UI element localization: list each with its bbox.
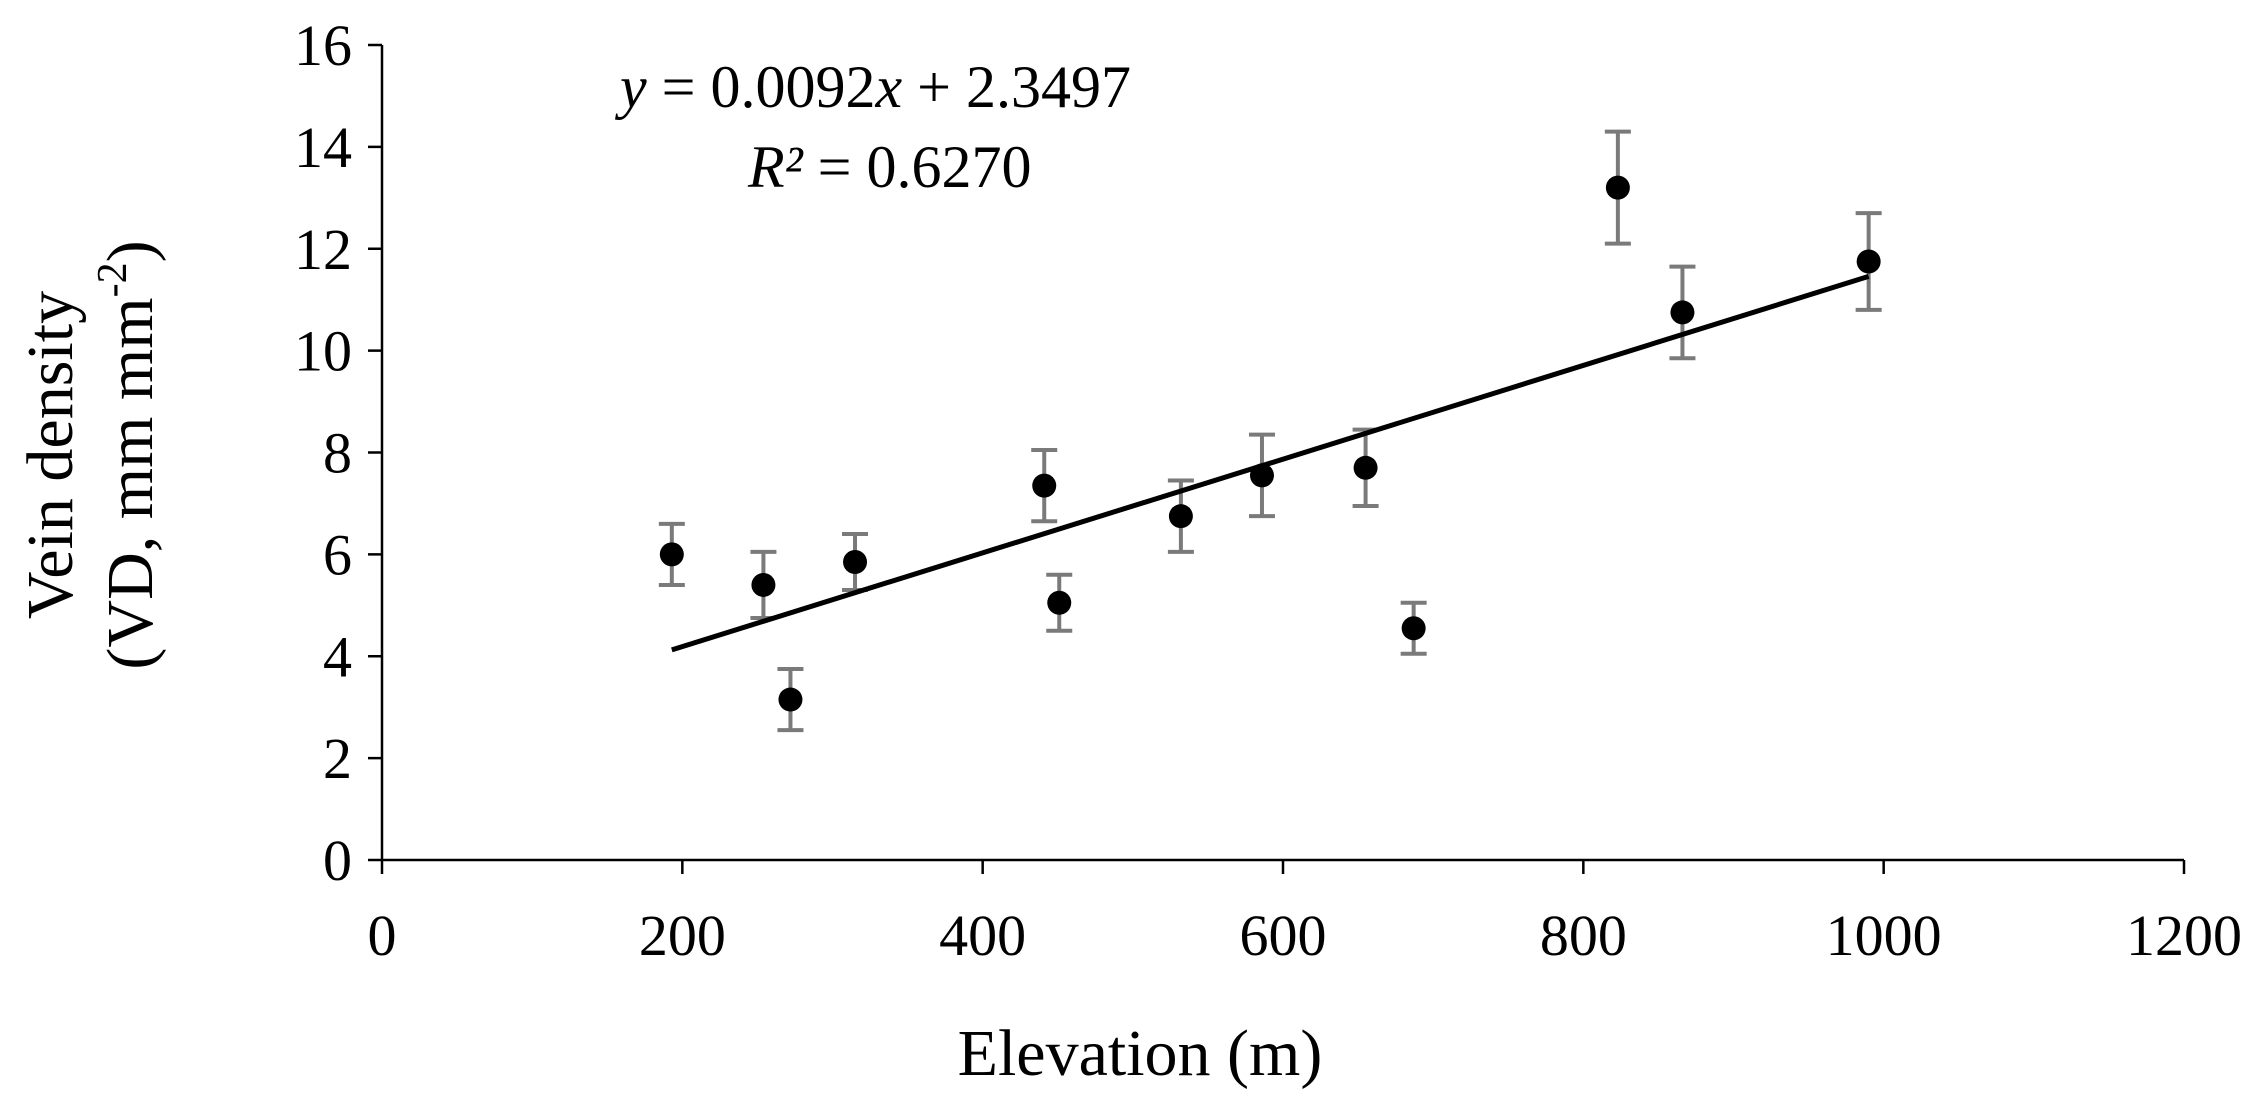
- x-tick-label: 800: [1540, 903, 1627, 968]
- data-point: [843, 550, 868, 575]
- data-point: [1401, 616, 1426, 641]
- x-tick-label: 400: [939, 903, 1026, 968]
- data-point: [659, 542, 684, 567]
- data-point: [1605, 175, 1630, 200]
- y-axis-title-line2: (VD, mm mm-2): [90, 240, 167, 669]
- data-point: [1032, 473, 1057, 498]
- y-tick-label: 14: [294, 115, 352, 180]
- r-squared-label: R²: [747, 134, 804, 200]
- data-point: [778, 687, 803, 712]
- data-point: [1249, 463, 1274, 488]
- x-axis-ticks: 0 200 400 600 800 1000 1200: [368, 860, 2242, 968]
- equation-intercept: + 2.3497: [902, 54, 1131, 120]
- y-tick-label: 12: [294, 217, 352, 282]
- y-tick-label: 6: [323, 522, 352, 587]
- data-point: [1670, 300, 1695, 325]
- trendline: [671, 273, 1870, 653]
- y-tick-label: 8: [323, 421, 352, 486]
- y-tick-label: 2: [323, 726, 352, 791]
- y-axis-title-unit: (VD, mm mm: [94, 297, 167, 669]
- data-points: [659, 175, 1881, 712]
- x-tick-label: 1200: [2126, 903, 2242, 968]
- equation-coefficient: = 0.0092: [647, 54, 876, 120]
- x-axis-title: Elevation (m): [958, 1017, 1323, 1090]
- data-point: [1047, 590, 1072, 615]
- y-tick-label: 16: [294, 13, 352, 78]
- x-tick-label: 200: [639, 903, 726, 968]
- y-axis-title: Vein density (VD, mm mm-2): [14, 240, 167, 669]
- r-squared: R² = 0.6270: [747, 134, 1031, 200]
- y-tick-label: 10: [294, 319, 352, 384]
- equation-x-var: x: [874, 54, 902, 120]
- y-axis-title-superscript: -2: [90, 262, 136, 297]
- x-tick-label: 0: [368, 903, 397, 968]
- y-axis-ticks: 0 2 4 6 8 10 12 14 16: [294, 13, 382, 893]
- data-point: [1168, 504, 1193, 529]
- data-point: [1856, 249, 1881, 274]
- data-point: [1353, 455, 1378, 480]
- x-tick-label: 1000: [1826, 903, 1942, 968]
- r-squared-value: = 0.6270: [803, 134, 1032, 200]
- y-axis-title-line1: Vein density: [14, 291, 87, 619]
- y-axis-title-close: ): [94, 240, 167, 262]
- equation-y-var: y: [614, 54, 647, 120]
- data-point: [751, 572, 776, 597]
- y-tick-label: 4: [323, 624, 352, 689]
- x-tick-label: 600: [1240, 903, 1327, 968]
- error-bars: [658, 129, 1882, 733]
- regression-equation: y = 0.0092x + 2.3497: [614, 54, 1131, 120]
- y-tick-label: 0: [323, 828, 352, 893]
